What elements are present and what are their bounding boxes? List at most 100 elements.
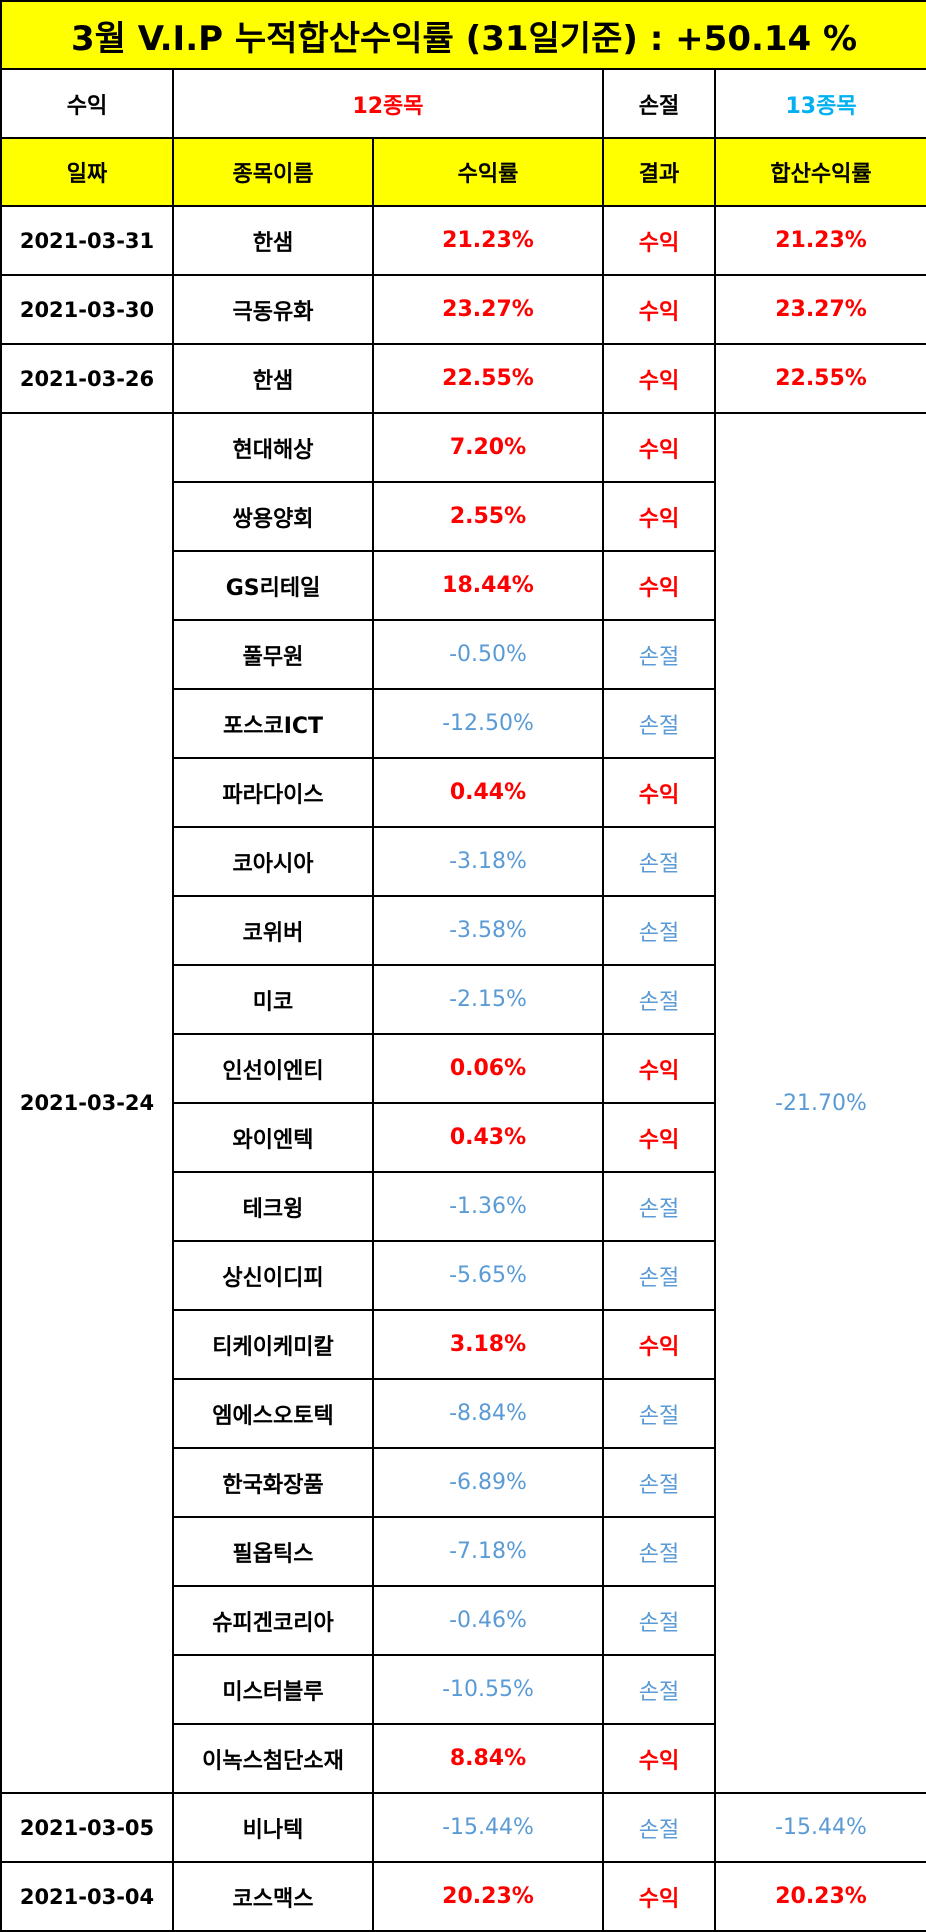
table-row: 2021-03-26 한샘 22.55% 수익 22.55%	[0, 343, 926, 414]
stock-name-cell: 한샘	[172, 343, 374, 414]
stock-name-cell: 한국화장품	[172, 1447, 374, 1518]
table-row: 코아시아 -3.18% 손절	[1, 826, 926, 897]
return-rate-cell: -2.15%	[372, 964, 604, 1035]
result-cell: 손절	[602, 1516, 716, 1587]
total-return-cell: 20.23%	[713, 1861, 926, 1932]
result-cell: 수익	[602, 481, 716, 552]
date-cell: 2021-03-04	[0, 1861, 174, 1932]
stock-name-cell: 미코	[172, 964, 374, 1035]
stock-name-cell: 이녹스첨단소재	[172, 1723, 374, 1794]
table-row: 2021-03-30 극동유화 23.27% 수익 23.27%	[0, 274, 926, 345]
result-cell: 손절	[602, 688, 716, 759]
result-cell: 수익	[602, 1723, 716, 1794]
return-rate-cell: 21.23%	[372, 205, 604, 276]
stock-name-cell: 비나텍	[172, 1792, 374, 1863]
stock-name-cell: 포스코ICT	[172, 688, 374, 759]
table-row: 미코 -2.15% 손절	[1, 964, 926, 1035]
return-rate-cell: 2.55%	[372, 481, 604, 552]
stock-name-cell: 와이엔텍	[172, 1102, 374, 1173]
header-return-rate: 수익률	[372, 137, 604, 207]
result-cell: 수익	[602, 274, 716, 345]
return-rate-cell: -8.84%	[372, 1378, 604, 1449]
result-cell: 손절	[602, 1585, 716, 1656]
result-cell: 손절	[602, 964, 716, 1035]
loss-label: 손절	[602, 68, 716, 139]
stock-name-cell: 풀무원	[172, 619, 374, 690]
return-rate-cell: -3.18%	[372, 826, 604, 897]
return-rate-cell: -3.58%	[372, 895, 604, 966]
table-row: 필옵틱스 -7.18% 손절	[1, 1516, 926, 1587]
result-cell: 손절	[602, 1171, 716, 1242]
table-row: 파라다이스 0.44% 수익	[1, 757, 926, 828]
stock-name-cell: 테크윙	[172, 1171, 374, 1242]
total-return-cell: -15.44%	[713, 1792, 926, 1863]
result-cell: 손절	[602, 1654, 716, 1725]
stock-name-cell: 필옵틱스	[172, 1516, 374, 1587]
header-total-return: 합산수익률	[713, 137, 926, 207]
stock-name-cell: 슈피겐코리아	[172, 1585, 374, 1656]
result-cell: 손절	[602, 826, 716, 897]
table-row: 슈피겐코리아 -0.46% 손절	[1, 1585, 926, 1656]
return-rate-cell: 20.23%	[372, 1861, 604, 1932]
return-rate-cell: -5.65%	[372, 1240, 604, 1311]
table-row: 한국화장품 -6.89% 손절	[1, 1447, 926, 1518]
return-rate-cell: -7.18%	[372, 1516, 604, 1587]
stock-name-cell: 상신이디피	[172, 1240, 374, 1311]
header-result: 결과	[602, 137, 716, 207]
table-row: 쌍용양회 2.55% 수익	[1, 481, 926, 552]
stock-name-cell: 극동유화	[172, 274, 374, 345]
total-return-cell: 21.23%	[713, 205, 926, 276]
result-cell: 수익	[602, 1102, 716, 1173]
table-row: 2021-03-04 코스맥스 20.23% 수익 20.23%	[0, 1861, 926, 1932]
result-cell: 수익	[602, 412, 716, 483]
return-rate-cell: 18.44%	[372, 550, 604, 621]
return-rate-cell: 8.84%	[372, 1723, 604, 1794]
header-row: 일짜 종목이름 수익률 결과 합산수익률	[0, 137, 926, 207]
table-row: 테크윙 -1.36% 손절	[1, 1171, 926, 1242]
return-rate-cell: -15.44%	[372, 1792, 604, 1863]
result-cell: 수익	[602, 1861, 716, 1932]
return-rate-cell: -6.89%	[372, 1447, 604, 1518]
table-row: 엠에스오토텍 -8.84% 손절	[1, 1378, 926, 1449]
stock-name-cell: 미스터블루	[172, 1654, 374, 1725]
result-cell: 수익	[602, 757, 716, 828]
return-rate-cell: 23.27%	[372, 274, 604, 345]
header-date: 일짜	[0, 137, 174, 207]
total-return-cell: -21.70%	[713, 412, 926, 1794]
date-cell: 2021-03-24	[0, 412, 174, 1794]
result-cell: 수익	[602, 1033, 716, 1104]
return-rate-cell: 3.18%	[372, 1309, 604, 1380]
result-cell: 수익	[602, 1309, 716, 1380]
return-rate-cell: -10.55%	[372, 1654, 604, 1725]
result-cell: 손절	[602, 1792, 716, 1863]
stock-name-cell: 티케이케미칼	[172, 1309, 374, 1380]
table-row: 인선이엔티 0.06% 수익	[1, 1033, 926, 1104]
table-row: 코위버 -3.58% 손절	[1, 895, 926, 966]
stock-name-cell: 쌍용양회	[172, 481, 374, 552]
result-cell: 손절	[602, 1240, 716, 1311]
stock-name-cell: 파라다이스	[172, 757, 374, 828]
return-rate-cell: -0.46%	[372, 1585, 604, 1656]
result-cell: 손절	[602, 619, 716, 690]
date-cell: 2021-03-31	[0, 205, 174, 276]
return-rate-cell: 7.20%	[372, 412, 604, 483]
stock-name-cell: 코아시아	[172, 826, 374, 897]
table-row: 2021-03-05 비나텍 -15.44% 손절 -15.44%	[0, 1792, 926, 1863]
return-rate-cell: -1.36%	[372, 1171, 604, 1242]
date-cell: 2021-03-05	[0, 1792, 174, 1863]
table-row: 2021-03-24 현대해상 7.20% 수익 -21.70%	[0, 412, 926, 1794]
header-stock-name: 종목이름	[172, 137, 374, 207]
result-cell: 수익	[602, 550, 716, 621]
return-rate-cell: -0.50%	[372, 619, 604, 690]
table-row: 미스터블루 -10.55% 손절	[1, 1654, 926, 1725]
table-row: 티케이케미칼 3.18% 수익	[1, 1309, 926, 1380]
result-cell: 손절	[602, 895, 716, 966]
table-row: 이녹스첨단소재 8.84% 수익	[1, 1723, 926, 1794]
title-row: 3월 V.I.P 누적합산수익률 (31일기준) : +50.14 %	[0, 0, 926, 70]
stock-name-cell: 현대해상	[172, 412, 374, 483]
total-return-cell: 23.27%	[713, 274, 926, 345]
table-row: 상신이디피 -5.65% 손절	[1, 1240, 926, 1311]
page-title: 3월 V.I.P 누적합산수익률 (31일기준) : +50.14 %	[0, 0, 926, 70]
